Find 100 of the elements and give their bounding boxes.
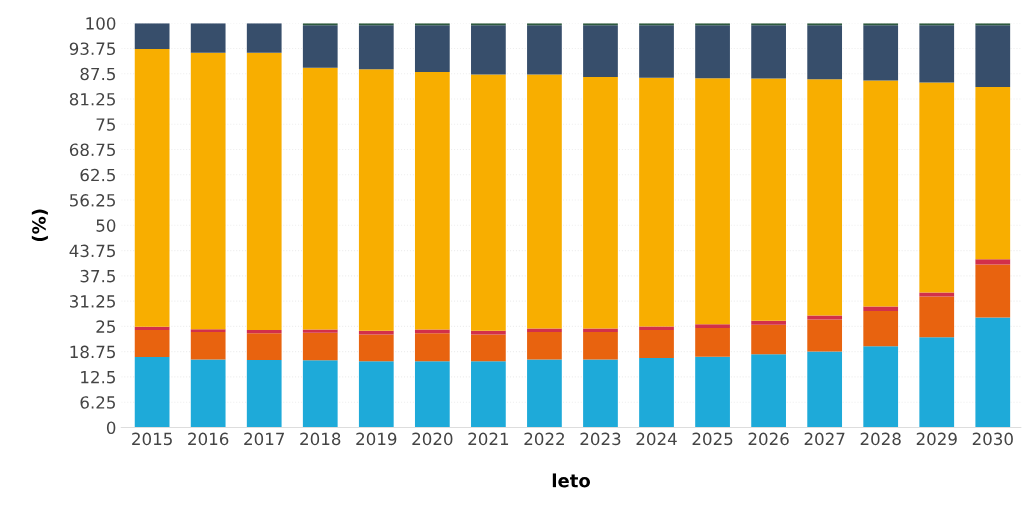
bar (975, 259, 1011, 265)
bar (807, 315, 843, 320)
x-tick-label: 2028 (860, 432, 901, 446)
y-tick-label: 75 (96, 118, 115, 131)
bar (695, 356, 730, 428)
bar (190, 329, 226, 333)
bar (919, 337, 955, 428)
y-axis-title: (%) (31, 209, 48, 242)
bar (919, 82, 955, 293)
bar (639, 357, 674, 428)
y-tick-label: 56.25 (70, 194, 115, 207)
x-tick-label: 2024 (636, 432, 677, 446)
bar (358, 25, 394, 70)
y-tick-label: 37.5 (80, 269, 115, 283)
bar (414, 25, 450, 73)
y-tick-label: 62.5 (80, 168, 115, 182)
bar (302, 360, 338, 428)
bar (246, 52, 282, 331)
bar (190, 359, 226, 428)
x-tick-label: 2017 (244, 432, 284, 446)
bar (414, 361, 450, 428)
bar (302, 329, 338, 333)
bar (919, 25, 955, 83)
bar (975, 317, 1011, 428)
x-tick-label: 2029 (916, 432, 957, 446)
y-tick-label: 6.25 (80, 396, 115, 409)
bar (190, 23, 226, 53)
bar (695, 324, 730, 328)
bar (807, 25, 843, 80)
bar (358, 69, 394, 331)
y-tick-label: 81.25 (69, 92, 115, 106)
y-tick-label: 68.75 (69, 143, 115, 157)
y-tick-label: 43.75 (69, 244, 115, 258)
x-tick-label: 2023 (580, 432, 621, 446)
bar (751, 78, 786, 321)
bar (134, 23, 170, 50)
bar (302, 25, 338, 68)
bar (527, 25, 562, 75)
bar (919, 292, 955, 297)
x-tick-label: 2026 (748, 432, 789, 446)
bar (527, 332, 562, 360)
y-tick-label: 87.5 (80, 67, 115, 81)
bar (863, 346, 899, 428)
y-tick-label: 31.25 (70, 295, 115, 308)
bar (471, 25, 506, 75)
bar (358, 361, 394, 428)
x-tick-label: 2021 (468, 432, 509, 446)
y-tick-label: 0 (106, 421, 116, 435)
y-tick-label: 25 (96, 320, 115, 333)
bar (807, 79, 843, 316)
x-tick-label: 2030 (972, 432, 1013, 446)
bar (471, 361, 506, 428)
bar (527, 359, 562, 428)
bar (695, 328, 730, 357)
bar (919, 296, 955, 338)
bar (246, 330, 282, 334)
x-tick-label: 2027 (804, 432, 845, 446)
bar (190, 52, 226, 330)
y-tick-label: 18.75 (70, 345, 115, 359)
x-axis-title: leto (552, 473, 591, 488)
bar (414, 72, 450, 330)
bar (583, 332, 618, 360)
bar (583, 25, 618, 77)
bar (527, 74, 562, 329)
bar (134, 326, 170, 331)
bar (751, 354, 786, 428)
bar (695, 25, 730, 79)
bar (863, 311, 899, 347)
bar (583, 76, 618, 329)
bar (751, 25, 786, 79)
x-tick-label: 2025 (692, 432, 733, 446)
x-tick-label: 2018 (300, 432, 341, 446)
bar (246, 23, 282, 53)
bar (695, 78, 730, 325)
bar (134, 330, 170, 358)
bar (471, 334, 506, 362)
bar (583, 359, 618, 428)
bar (863, 25, 899, 81)
y-tick-label: 100 (86, 17, 116, 30)
bar (807, 351, 843, 428)
bar (639, 25, 674, 78)
bar (639, 330, 674, 358)
bar (975, 264, 1011, 318)
bar (414, 333, 450, 362)
bar (863, 306, 899, 312)
bar (583, 328, 618, 333)
bar (134, 357, 170, 428)
x-tick-label: 2015 (132, 432, 172, 446)
x-tick-label: 2016 (188, 432, 229, 446)
bar (975, 87, 1011, 260)
bar (471, 74, 506, 331)
y-tick-label: 50 (96, 219, 116, 232)
bar (975, 25, 1011, 88)
bar (751, 320, 786, 325)
bar (807, 319, 843, 352)
bar (302, 332, 338, 361)
x-tick-label: 2019 (356, 432, 397, 446)
bar (246, 359, 282, 428)
x-tick-label: 2022 (524, 432, 564, 446)
bar (302, 67, 338, 330)
